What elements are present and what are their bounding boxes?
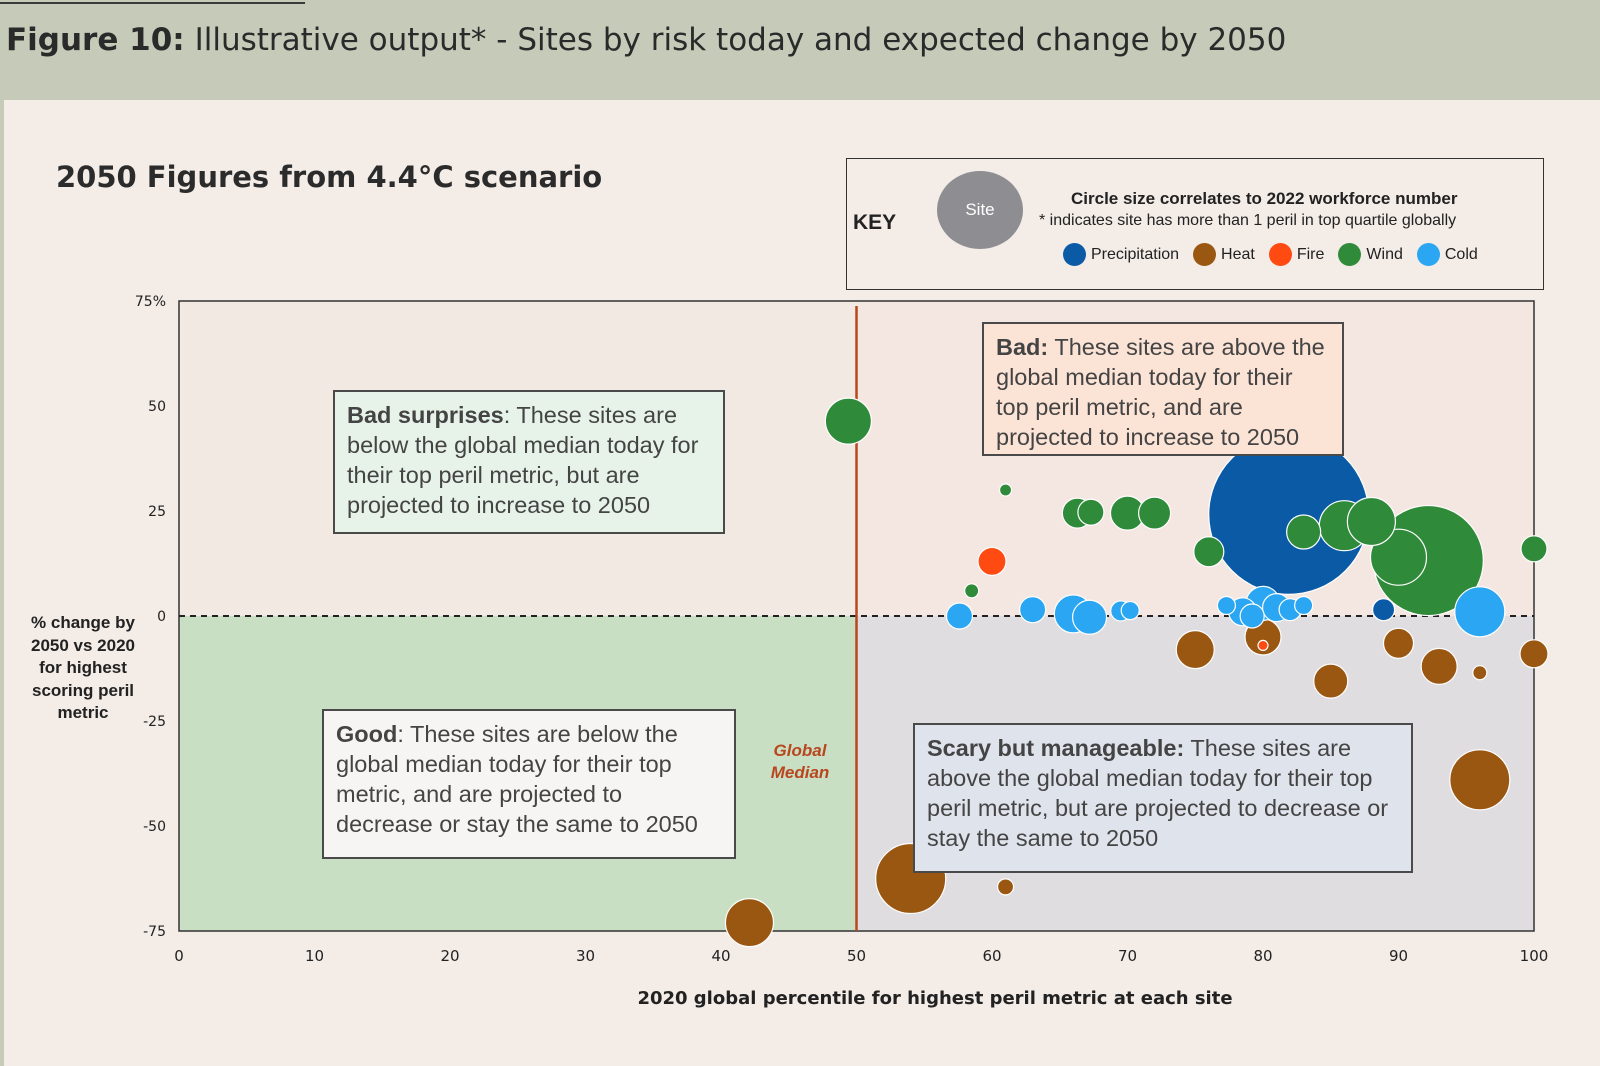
legend-swatch-heat [1193, 243, 1217, 266]
bubble-cold [1120, 600, 1140, 621]
bad-note: Bad: These sites are above the global me… [982, 322, 1344, 456]
bubble-heat [1472, 665, 1488, 681]
global-median-label: Global Median [770, 741, 830, 782]
x-tick-label: 20 [440, 947, 459, 965]
bubble-wind [1520, 535, 1548, 563]
scary-title: Scary but manageable: [927, 735, 1185, 761]
bad-surprises-title: Bad surprises [347, 402, 504, 428]
legend-label-wind: Wind [1366, 245, 1403, 263]
bubble-wind [1369, 528, 1428, 586]
y-tick-label: 25 [148, 504, 166, 520]
figure-title-text: Illustrative output* - Sites by risk tod… [184, 22, 1287, 58]
bad-text: These sites are above the global median … [996, 334, 1325, 450]
bubble-heat [724, 897, 775, 948]
scary-text: These sites are above the global median … [927, 735, 1389, 851]
bubble-wind [1346, 496, 1397, 547]
bubble-wind [824, 397, 872, 445]
figure-label: Figure 10: [6, 22, 185, 58]
circle-size-note: Circle size correlates to 2022 workforce… [1071, 189, 1458, 208]
scary-note: Scary but manageable: These sites are ab… [913, 723, 1413, 873]
x-tick-label: 30 [576, 947, 595, 965]
bubble-cold [1216, 595, 1237, 616]
bad-title: Bad: [996, 334, 1049, 360]
legend-item-cold: Cold [1416, 243, 1478, 266]
header-rule [0, 2, 305, 4]
x-axis-label: 2020 global percentile for highest peril… [637, 988, 1233, 1009]
y-tick-label: -75 [143, 924, 166, 940]
scenario-title: 2050 Figures from 4.4°C scenario [56, 160, 603, 194]
site-size-sample: Site [937, 171, 1023, 249]
x-tick-label: 40 [711, 947, 730, 965]
bubble-heat [1313, 663, 1349, 699]
legend-item-wind: Wind [1338, 243, 1403, 266]
bubble-heat [1519, 639, 1549, 669]
good-text: : These sites are below the global media… [336, 721, 698, 837]
bubble-wind [1193, 536, 1225, 568]
figure-title: Figure 10: Illustrative output* - Sites … [6, 22, 1286, 58]
y-tick-label: 0 [157, 609, 166, 625]
bubble-wind [1137, 496, 1172, 530]
bubble-fire [977, 546, 1007, 577]
bubble-heat [1420, 647, 1458, 686]
bad-surprises-note: Bad surprises: These sites are below the… [333, 390, 725, 534]
key-label: KEY [853, 211, 897, 234]
bubble-cold [945, 602, 974, 630]
figure-header: Figure 10: Illustrative output* - Sites … [0, 0, 1600, 100]
legend-swatch-wind [1338, 243, 1362, 266]
peril-legend: Precipitation Heat Fire Wind Cold [1063, 243, 1478, 266]
y-tick-label: 50 [148, 399, 166, 415]
x-tick-label: 10 [305, 947, 324, 965]
legend-item-heat: Heat [1193, 243, 1255, 266]
x-tick-label: 50 [847, 947, 866, 965]
bubble-heat [1382, 627, 1415, 659]
legend-label-fire: Fire [1296, 245, 1325, 263]
good-title: Good [336, 721, 398, 747]
bad-surprises-text: : These sites are below the global media… [347, 402, 699, 518]
x-tick-label: 80 [1253, 947, 1272, 965]
legend-item-fire: Fire [1268, 243, 1325, 266]
x-tick-label: 0 [174, 947, 184, 965]
legend-label-precipitation: Precipitation [1091, 245, 1180, 263]
y-tick-label: 75% [135, 294, 166, 310]
bubble-wind [998, 483, 1013, 497]
legend-item-precipitation: Precipitation [1063, 243, 1179, 266]
legend-swatch-precipitation [1063, 243, 1086, 266]
legend-swatch-fire [1268, 243, 1292, 266]
x-tick-label: 60 [982, 947, 1001, 965]
bubble-heat [1175, 629, 1215, 670]
y-axis-label: % change by 2050 vs 2020 for highest sco… [31, 613, 135, 722]
bubble-cold [1294, 595, 1314, 616]
good-note: Good: These sites are below the global m… [322, 709, 736, 859]
bubble-cold [1071, 599, 1108, 635]
legend-label-heat: Heat [1221, 245, 1255, 263]
bubble-wind [1286, 514, 1322, 550]
x-tick-label: 70 [1118, 947, 1137, 965]
bubble-cold [1239, 603, 1265, 629]
x-tick-label: 100 [1520, 947, 1549, 965]
y-tick-label: -50 [143, 819, 166, 835]
bubble-fire [1257, 639, 1269, 652]
bubble-cold [1454, 586, 1506, 638]
bubble-precipitation [1371, 598, 1396, 622]
bubble-cold [1019, 596, 1047, 624]
bubble-wind [1077, 498, 1105, 526]
x-tick-label: 90 [1389, 947, 1408, 965]
legend-key-box: KEY Site Circle size correlates to 2022 … [846, 158, 1544, 290]
bubble-heat [996, 878, 1015, 896]
legend-label-cold: Cold [1444, 245, 1478, 263]
legend-swatch-cold [1416, 243, 1440, 266]
bubble-wind [964, 583, 980, 599]
multi-peril-note: * indicates site has more than 1 peril i… [1039, 212, 1457, 229]
bubble-heat [1449, 749, 1511, 811]
y-tick-label: -25 [143, 714, 166, 730]
